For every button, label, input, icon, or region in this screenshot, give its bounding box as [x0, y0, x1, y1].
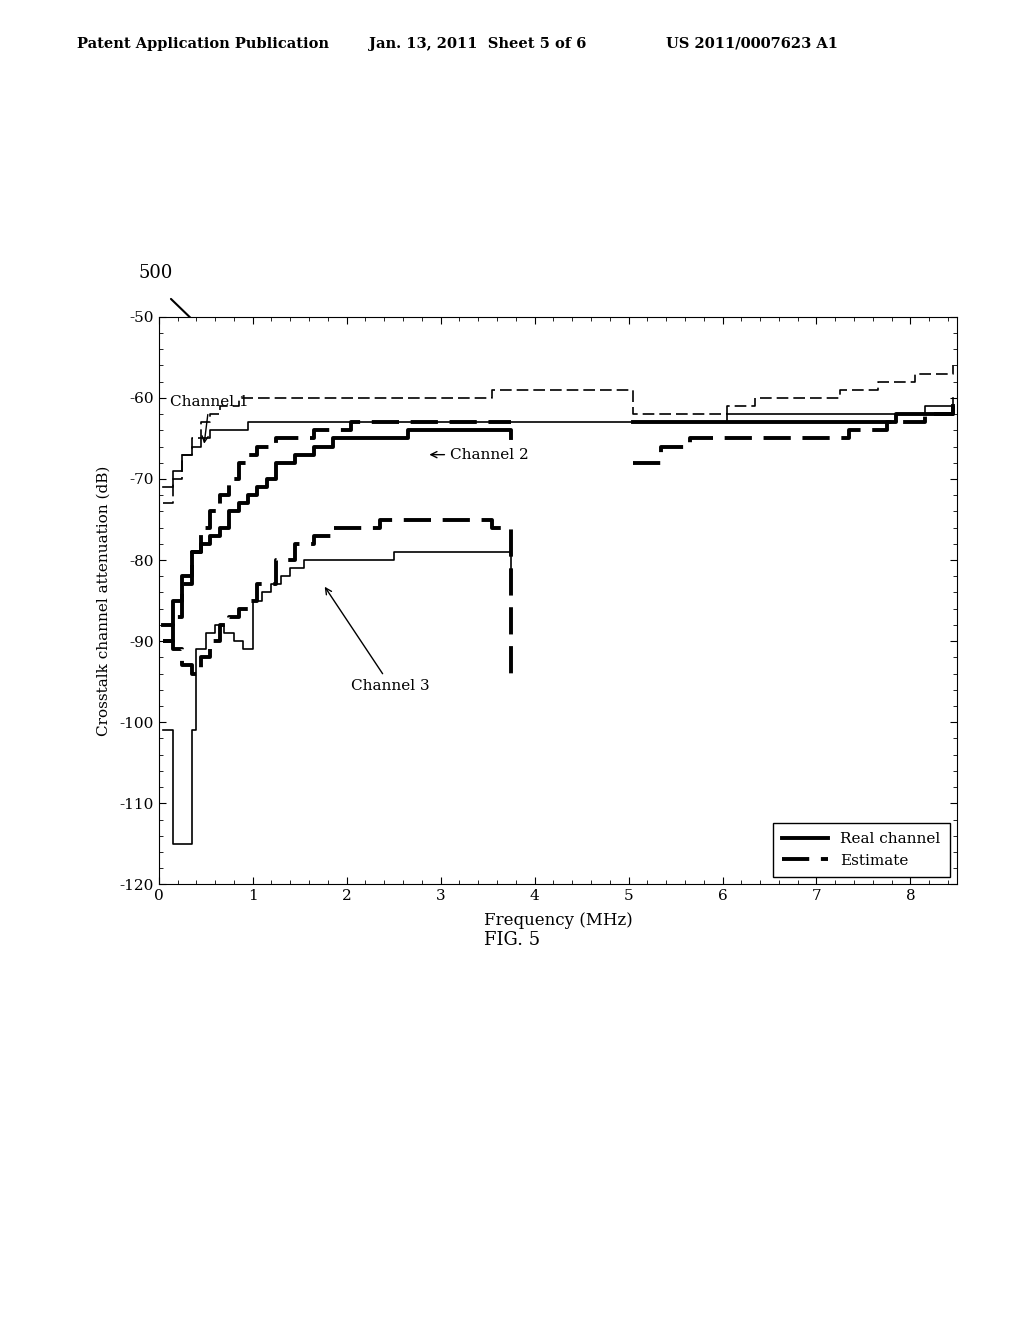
Text: Jan. 13, 2011  Sheet 5 of 6: Jan. 13, 2011 Sheet 5 of 6 [369, 37, 586, 51]
Text: FIG. 5: FIG. 5 [484, 931, 540, 949]
Text: Channel 1: Channel 1 [170, 395, 249, 442]
Text: 500: 500 [138, 264, 173, 282]
Text: US 2011/0007623 A1: US 2011/0007623 A1 [666, 37, 838, 51]
X-axis label: Frequency (MHz): Frequency (MHz) [483, 912, 633, 928]
Y-axis label: Crosstalk channel attenuation (dB): Crosstalk channel attenuation (dB) [97, 466, 112, 735]
Legend: Real channel, Estimate: Real channel, Estimate [773, 822, 950, 876]
Text: Channel 2: Channel 2 [431, 447, 528, 462]
Text: Channel 3: Channel 3 [326, 587, 430, 693]
Text: Patent Application Publication: Patent Application Publication [77, 37, 329, 51]
